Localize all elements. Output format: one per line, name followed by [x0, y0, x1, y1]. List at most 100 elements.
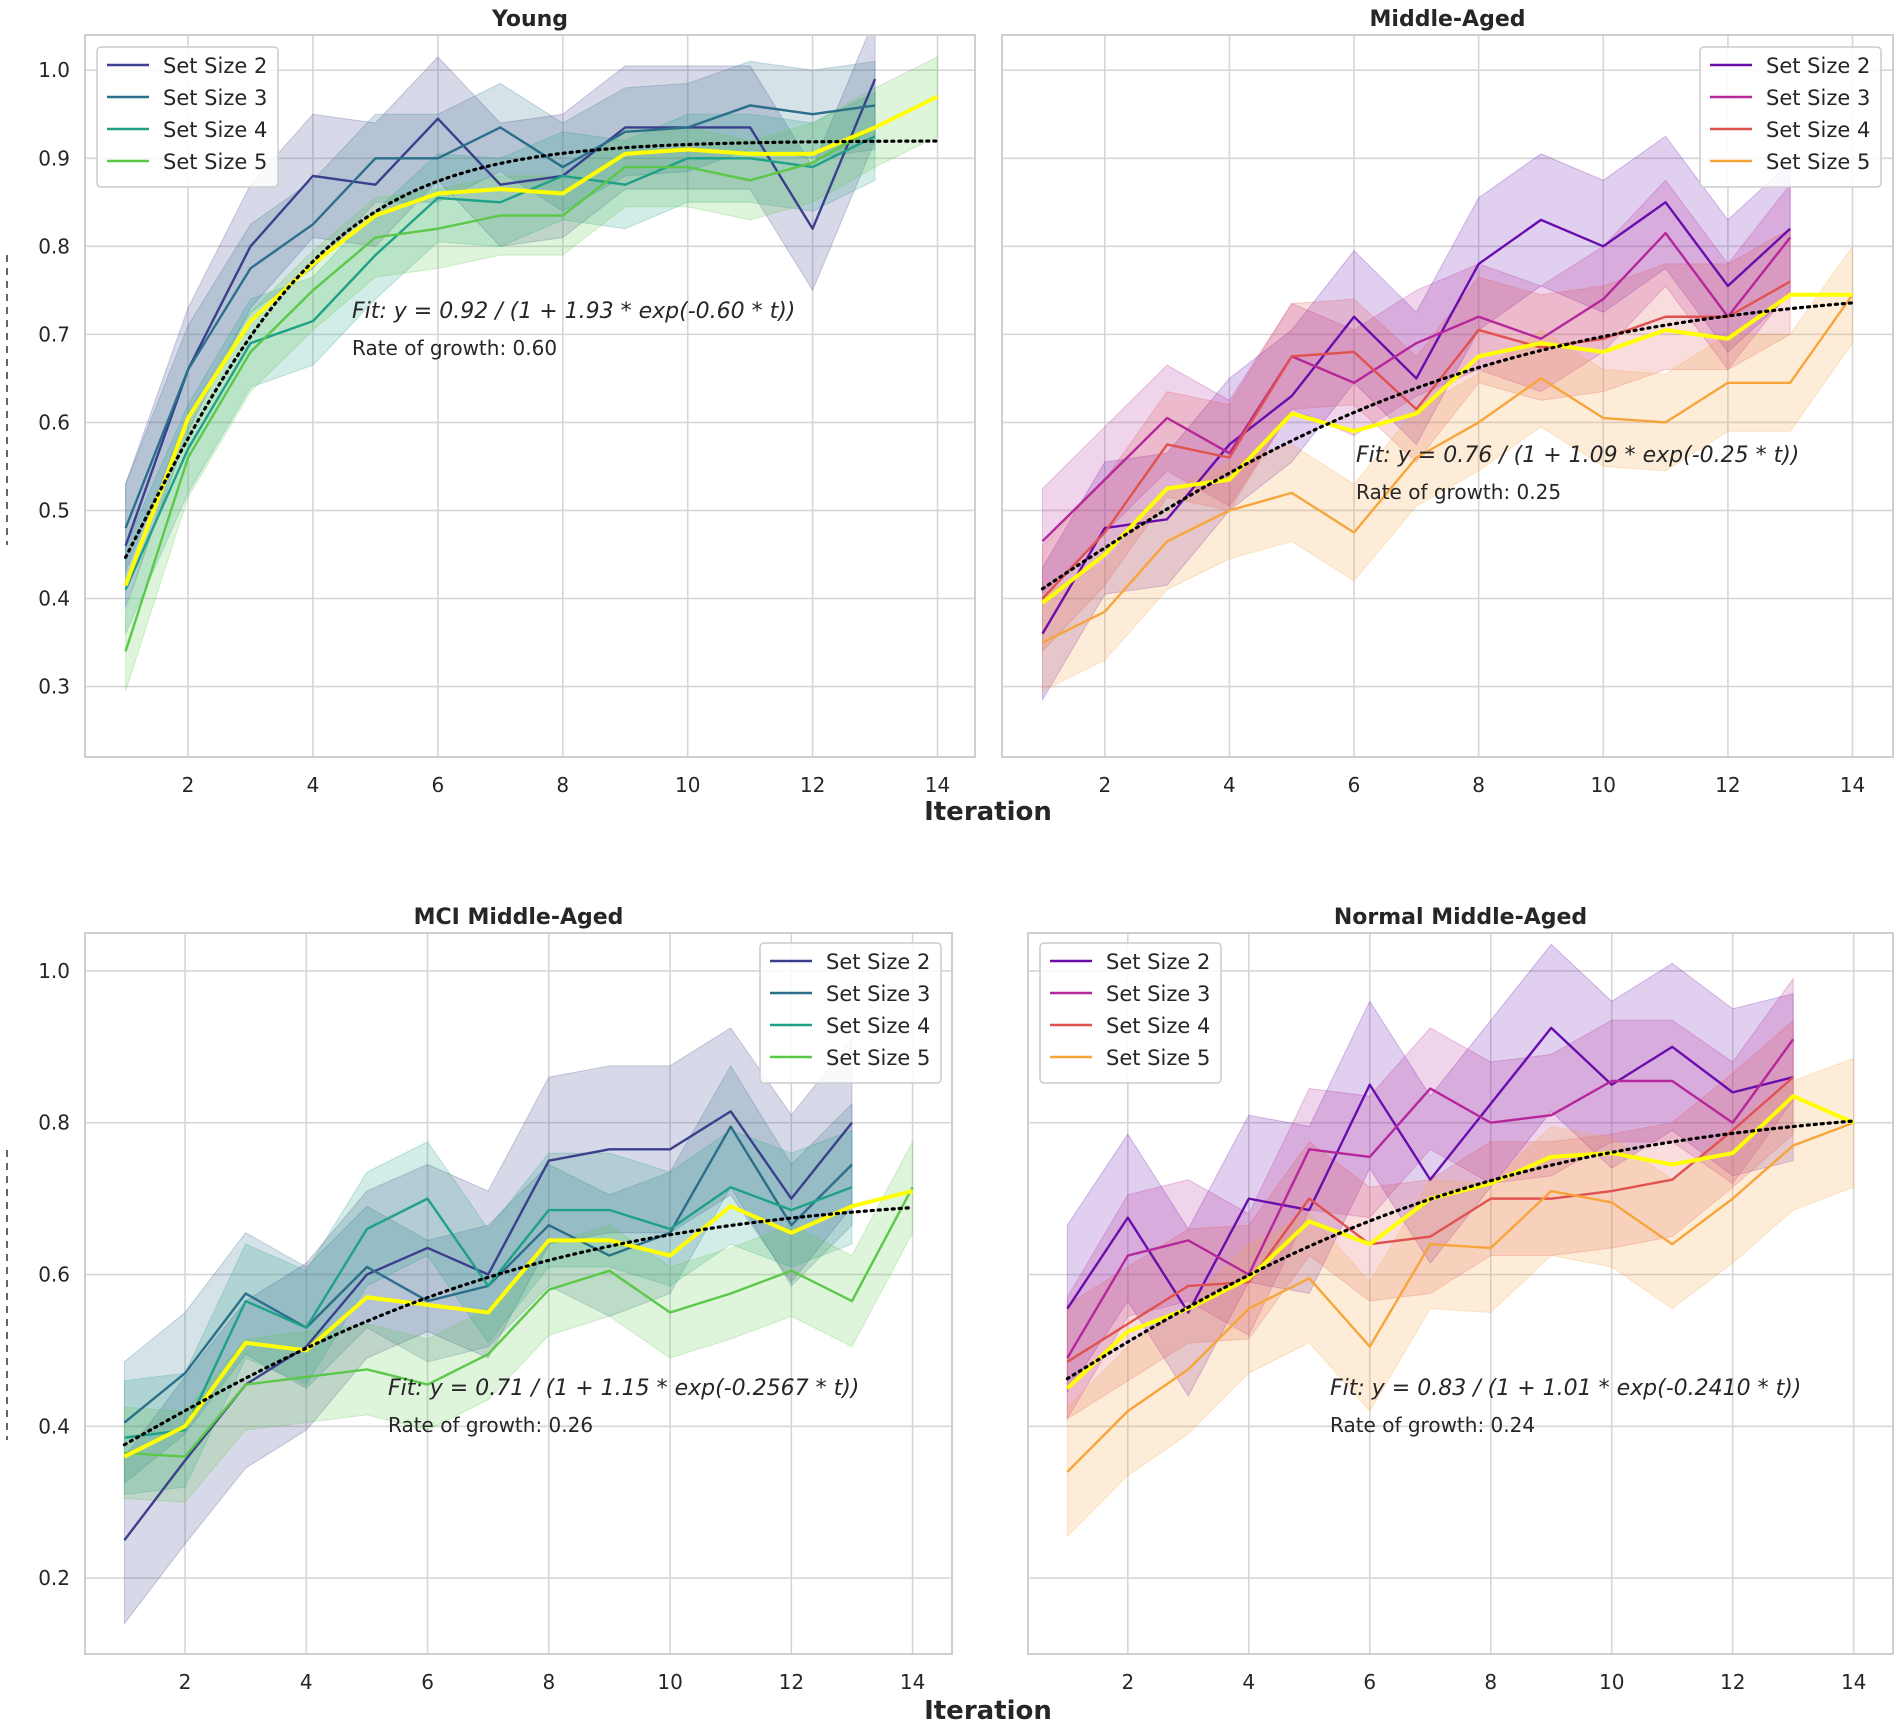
x-tick-label: 2: [1121, 1670, 1134, 1694]
ci-band-set-size-5: [125, 56, 939, 692]
y-tick-label: 1.0: [38, 959, 70, 983]
legend: Set Size 2 Set Size 3 Set Size 4 Set Size 5: [96, 46, 279, 188]
y-tick-label: 1.0: [38, 58, 70, 82]
legend-label: Set Size 5: [826, 1046, 930, 1070]
ci-band-set-size-2: [1066, 943, 1794, 1397]
x-tick-label: 8: [556, 773, 569, 797]
ci-band-set-size-4: [125, 91, 876, 634]
plot-marks: [1065, 943, 1856, 1538]
x-tick-label: 4: [1242, 1670, 1255, 1694]
x-tick-label: 2: [182, 773, 195, 797]
legend-label: Set Size 4: [826, 1014, 930, 1038]
plot-frame: [84, 932, 953, 1655]
series-line-set-size-3: [1041, 231, 1792, 543]
y-tick-label: 0.5: [38, 498, 70, 522]
mean-line: [123, 94, 939, 586]
rate-of-growth: Rate of growth: 0.25: [1356, 480, 1561, 504]
legend: Set Size 2 Set Size 3 Set Size 4 Set Size 5: [1039, 942, 1222, 1084]
legend-box: [96, 46, 279, 188]
plot-marks: [123, 35, 940, 692]
x-tick-label: 14: [1840, 773, 1865, 797]
logistic-trend-line: [122, 1205, 915, 1447]
legend-label: Set Size 5: [163, 150, 267, 174]
mean-line: [123, 1189, 914, 1459]
x-tick-label: 2: [1098, 773, 1111, 797]
y-tick-label: 0.3: [38, 675, 70, 699]
series-line-set-size-2: [1066, 1026, 1794, 1314]
legend-box: [1699, 46, 1882, 188]
legend-label: Set Size 3: [826, 982, 930, 1006]
x-tick-label: 8: [1484, 1670, 1497, 1694]
ci-band-set-size-2: [125, 35, 876, 608]
legend-label: Set Size 5: [1106, 1046, 1210, 1070]
x-tick-label: 8: [1472, 773, 1485, 797]
x-tick-label: 6: [421, 1670, 434, 1694]
plot-marks: [122, 1027, 915, 1626]
panel-young: Young 2 4 6 8 10 12 14 0.3 0.4 0.5 0.6 0.7 0.8 0.9 1.0 F…: [38, 7, 976, 797]
legend: Set Size 2 Set Size 3 Set Size 4 Set Size 5: [759, 942, 942, 1084]
fit-equation: Fit: y = 0.83 / (1 + 1.01 * exp(-0.2410 …: [1330, 1376, 1801, 1401]
ci-band-set-size-5: [1066, 1057, 1855, 1538]
logistic-trend-line: [1040, 301, 1855, 591]
ci-band-set-size-4: [1042, 227, 1791, 653]
series-line-set-size-3: [124, 104, 876, 529]
rate-of-growth: Rate of growth: 0.60: [352, 336, 557, 360]
x-tick-label: 4: [300, 1670, 313, 1694]
series-line-set-size-4: [1041, 280, 1791, 600]
x-tick-label: 14: [925, 773, 950, 797]
x-tick-label: 8: [542, 1670, 555, 1694]
legend-label: Set Size 4: [1766, 118, 1870, 142]
legend-label: Set Size 3: [1106, 982, 1210, 1006]
series-line-set-size-2: [124, 78, 877, 547]
fit-equation: Fit: y = 0.76 / (1 + 1.09 * exp(-0.25 * …: [1356, 443, 1799, 468]
x-tick-label: 4: [1223, 773, 1236, 797]
legend-label: Set Size 2: [1106, 950, 1210, 974]
legend-box: [1039, 942, 1222, 1084]
x-axis-label-top: Iteration: [924, 797, 1052, 827]
legend-label: Set Size 2: [1766, 54, 1870, 78]
x-tick-label: 2: [179, 1670, 192, 1694]
y-tick-label: 0.4: [38, 587, 70, 611]
plot-frame: [1001, 34, 1894, 758]
panel-title: Normal Middle-Aged: [1334, 905, 1587, 930]
legend-box: [759, 942, 942, 1084]
x-tick-label: 12: [1720, 1670, 1745, 1694]
plot-frame: [84, 34, 976, 758]
x-tick-label: 12: [800, 773, 825, 797]
series-line-set-size-4: [1066, 1076, 1794, 1363]
legend-label: Set Size 4: [1106, 1014, 1210, 1038]
legend-label: Set Size 4: [163, 118, 267, 142]
legend-label: Set Size 3: [163, 86, 267, 110]
x-tick-label: 14: [900, 1670, 925, 1694]
panel-mci-middle-aged: MCI Middle-Aged 2 4 6 8 10 12 14 0.2 0.4 0.6 0.8 1.0…: [38, 905, 953, 1694]
panel-title: Middle-Aged: [1370, 7, 1526, 32]
plot-frame: [1027, 932, 1894, 1655]
x-tick-label: 10: [657, 1670, 682, 1694]
x-tick-label: 10: [1591, 773, 1616, 797]
series-line-set-size-5: [124, 95, 939, 652]
ci-band-set-size-5: [1042, 244, 1853, 692]
logistic-trend-line: [123, 139, 940, 559]
panel-normal-middle-aged: Normal Middle-Aged 2 4 6 8 10 12 14 Fit: y = 0.8…: [1027, 905, 1894, 1694]
series-line-set-size-4: [124, 1186, 853, 1439]
y-tick-label: 0.4: [38, 1414, 70, 1438]
plot-marks: [1040, 135, 1855, 702]
x-tick-label: 14: [1841, 1670, 1866, 1694]
series-line-set-size-2: [1041, 201, 1792, 635]
x-tick-label: 4: [307, 773, 320, 797]
rate-of-growth: Rate of growth: 0.26: [388, 1413, 593, 1437]
x-axis-label-bottom: Iteration: [924, 1696, 1052, 1724]
y-tick-label: 0.6: [38, 1263, 70, 1287]
y-tick-label: 0.2: [38, 1566, 70, 1590]
panel-title: MCI Middle-Aged: [414, 905, 624, 930]
series-line-set-size-4: [124, 135, 876, 591]
x-tick-label: 12: [1715, 773, 1740, 797]
x-tick-label: 10: [675, 773, 700, 797]
rate-of-growth: Rate of growth: 0.24: [1330, 1413, 1535, 1437]
y-tick-label: 0.8: [38, 234, 70, 258]
mean-line: [1065, 1094, 1855, 1390]
ci-band-set-size-4: [1066, 1019, 1794, 1420]
y-tick-label: 0.8: [38, 1111, 70, 1135]
fit-equation: Fit: y = 0.71 / (1 + 1.15 * exp(-0.2567 …: [388, 1376, 859, 1401]
